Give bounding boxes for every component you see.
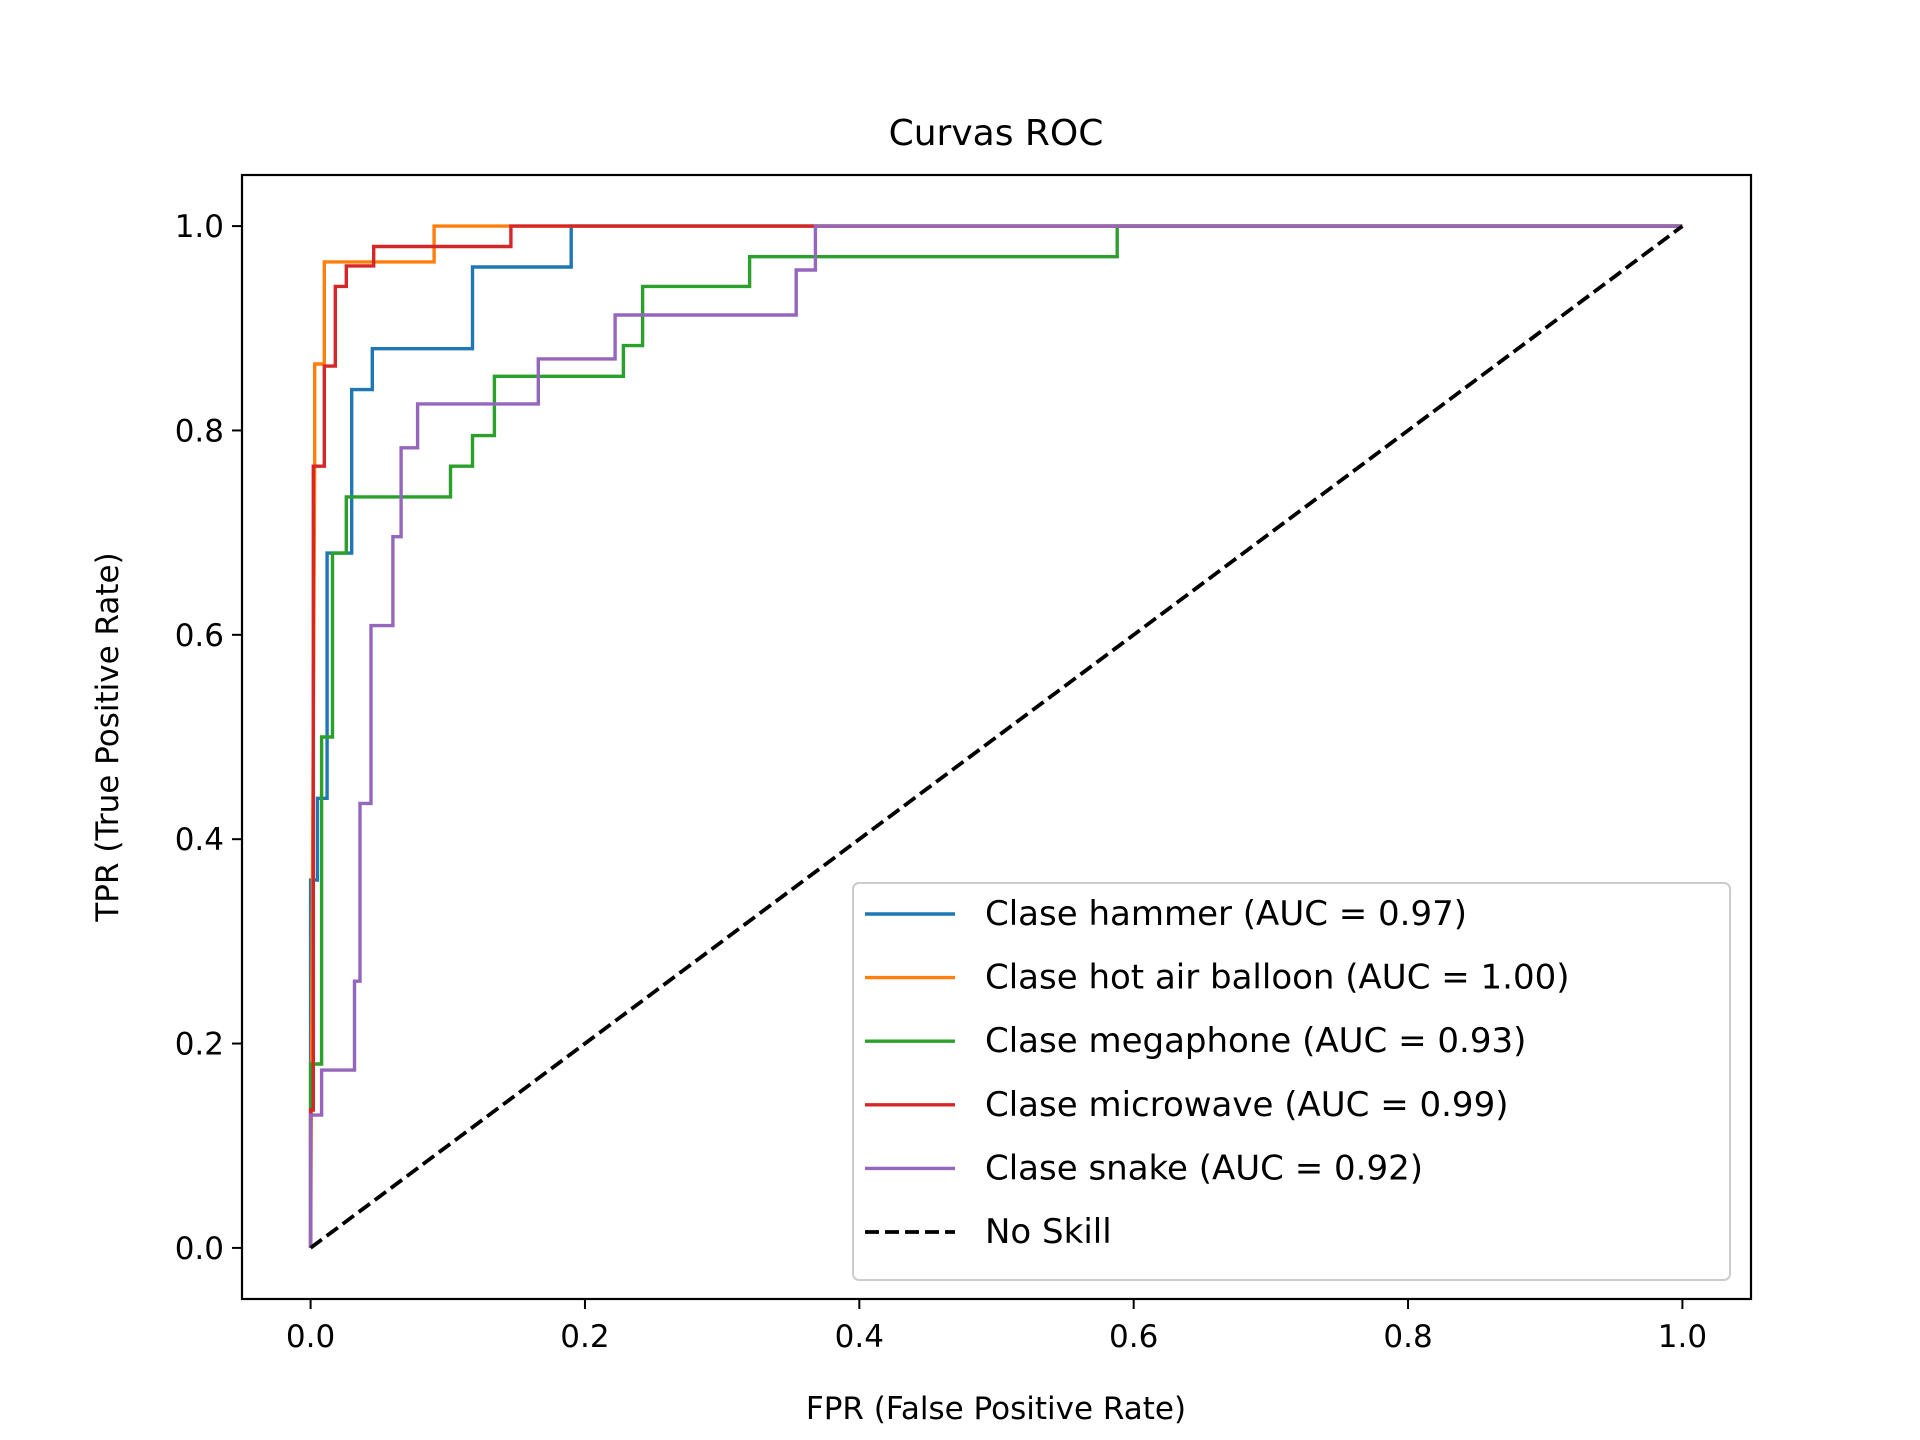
y-tick-label: 0.8: [175, 413, 224, 449]
y-tick-label: 0.4: [175, 822, 224, 858]
legend-label-5: No Skill: [985, 1212, 1112, 1252]
series-line-0: [308, 224, 1683, 1248]
series-line-5: [309, 224, 1684, 1250]
series-line-2: [308, 224, 1683, 1248]
y-tick-label: 0.0: [175, 1231, 224, 1267]
legend-entries: Clase hammer (AUC = 0.97) Clase hot air b…: [865, 894, 1570, 1252]
chart-title: Curvas ROC: [889, 113, 1104, 154]
x-tick-label: 0.2: [560, 1319, 609, 1355]
legend-box: [852, 882, 1731, 1281]
x-axis-ticks: 0.0 0.2 0.4 0.6 0.8 1.0: [286, 1299, 1707, 1355]
legend-label-4: Clase snake (AUC = 0.92): [985, 1148, 1423, 1188]
y-axis-ticks: 0.0 0.2 0.4 0.6 0.8 1.0: [175, 209, 242, 1267]
legend-label-2: Clase megaphone (AUC = 0.93): [985, 1021, 1526, 1061]
legend-label-0: Clase hammer (AUC = 0.97): [985, 894, 1467, 934]
x-tick-label: 0.8: [1383, 1319, 1432, 1355]
x-tick-label: 0.4: [835, 1319, 884, 1355]
y-tick-label: 0.6: [175, 618, 224, 654]
x-axis-label: FPR (False Positive Rate): [806, 1391, 1186, 1427]
x-tick-label: 1.0: [1658, 1319, 1707, 1355]
series-line-3: [308, 224, 1683, 1248]
y-tick-label: 1.0: [175, 209, 224, 245]
legend: Clase hammer (AUC = 0.97) Clase hot air b…: [852, 882, 1731, 1281]
x-tick-label: 0.0: [286, 1319, 335, 1355]
series-layer: [308, 224, 1684, 1250]
y-axis-label: TPR (True Positive Rate): [90, 552, 126, 922]
series-line-1: [308, 224, 1683, 1248]
plot-frame: [240, 173, 1753, 1301]
legend-label-1: Clase hot air balloon (AUC = 1.00): [985, 958, 1570, 998]
y-tick-label: 0.2: [175, 1027, 224, 1063]
legend-label-3: Clase microwave (AUC = 0.99): [985, 1085, 1508, 1125]
x-tick-label: 0.6: [1109, 1319, 1158, 1355]
series-line-4: [308, 224, 1683, 1248]
